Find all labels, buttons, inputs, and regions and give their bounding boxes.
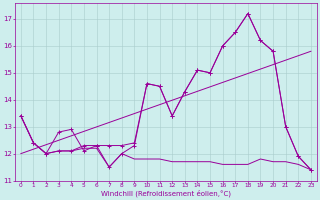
X-axis label: Windchill (Refroidissement éolien,°C): Windchill (Refroidissement éolien,°C)	[101, 190, 231, 197]
